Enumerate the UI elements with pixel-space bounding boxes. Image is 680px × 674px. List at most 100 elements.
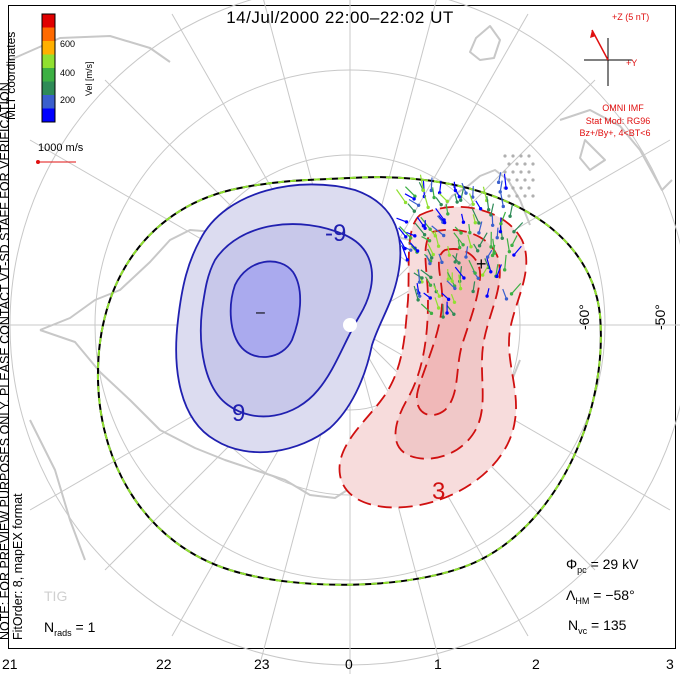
velocity-vector-origin: [408, 236, 413, 240]
velocity-vector-origin: [437, 191, 442, 195]
model-dot: [511, 154, 515, 158]
velocity-vector: [433, 285, 440, 297]
velocity-vector-origin: [507, 249, 512, 254]
velocity-vector-origin: [477, 231, 481, 235]
velocity-vector-origin: [446, 277, 450, 281]
hm-latitude: ΛHM = −58°: [566, 587, 635, 606]
pole-marker: [343, 318, 357, 332]
colorbar-tick-400: 400: [60, 68, 76, 78]
velocity-vector: [490, 203, 495, 215]
velocity-vector-origin: [458, 286, 463, 291]
mlt-tick-1: 1: [434, 656, 442, 672]
velocity-vector-origin: [416, 203, 421, 207]
model-dot: [511, 186, 515, 190]
velocity-vector-origin: [432, 195, 436, 200]
model-dot: [523, 194, 527, 198]
colorbar-swatch: [42, 54, 55, 68]
velocity-vector-origin: [439, 202, 443, 207]
velocity-vector: [511, 235, 518, 246]
velocity-vector-origin: [512, 253, 516, 257]
velocity-vector-origin: [426, 205, 430, 210]
velocity-vector-origin: [452, 312, 456, 316]
velocity-vectors: [396, 172, 524, 319]
velocity-vector-origin: [421, 188, 426, 193]
velocity-vector-origin: [473, 221, 478, 225]
velocity-vector: [398, 227, 407, 238]
velocity-vector: [502, 288, 508, 300]
velocity-vector: [447, 272, 456, 287]
velocity-vector-origin: [471, 202, 475, 206]
mlt-tick-22: 22: [156, 656, 172, 672]
velocity-vector: [431, 225, 445, 236]
mlt-tick-2: 2: [532, 656, 540, 672]
model-dot: [511, 170, 515, 174]
velocity-vector-origin: [500, 236, 504, 240]
velocity-vector: [396, 189, 407, 203]
velocity-vector-origin: [464, 191, 468, 195]
model-dot: [503, 170, 507, 174]
velocity-vector-origin: [461, 243, 465, 247]
velocity-vector: [434, 230, 440, 247]
velocity-vector: [404, 186, 416, 197]
potential-min-marker: –: [256, 304, 265, 321]
colorbar-swatch: [42, 68, 55, 82]
nvc-value: = 135: [591, 617, 627, 633]
velocity-vector-origin: [450, 279, 454, 283]
velocity-vector: [472, 186, 474, 198]
velocity-vector-origin: [429, 256, 434, 260]
velocity-vector-origin: [413, 234, 417, 238]
velocity-vector-origin: [492, 251, 497, 255]
velocity-vector-origin: [420, 276, 424, 280]
velocity-vector: [467, 234, 472, 247]
model-dot: [515, 162, 519, 166]
velocity-vector-origin: [464, 255, 468, 259]
velocity-vector-origin: [445, 311, 449, 315]
velocity-vector-origin: [504, 186, 508, 190]
imf-dial: [584, 29, 632, 86]
velocity-vector: [478, 221, 483, 234]
velocity-vector-origin: [486, 207, 491, 212]
lambda-sub: HM: [575, 595, 590, 606]
velocity-vector-origin: [478, 207, 483, 211]
velocity-vector: [498, 172, 502, 183]
velocity-vector-origin: [404, 220, 409, 224]
velocity-vector-origin: [421, 224, 426, 228]
velocity-vector-origin: [409, 248, 413, 252]
model-dot: [507, 194, 511, 198]
velocity-vector-origin: [462, 276, 466, 280]
velocity-vector: [409, 242, 419, 252]
velocity-vector-origin: [412, 197, 416, 201]
velocity-vector: [496, 264, 502, 277]
model-dot: [531, 194, 535, 198]
velocity-vector: [453, 232, 464, 246]
contour-label-pos: 3: [432, 478, 446, 505]
velocity-vector-origin: [452, 300, 457, 305]
velocity-vector-origin: [480, 273, 485, 277]
velocity-vector-origin: [468, 230, 472, 235]
velocity-vector: [503, 173, 507, 189]
velocity-vector: [416, 216, 424, 227]
imf-y-label: +Y: [626, 58, 638, 68]
mlt-tick-3: 3: [666, 656, 674, 672]
velocity-vector-origin: [404, 235, 408, 239]
velocity-vector-origin: [489, 245, 493, 249]
model-dot: [523, 162, 527, 166]
velocity-vector: [468, 259, 476, 274]
velocity-vector: [424, 195, 429, 208]
model-dot: [519, 154, 523, 158]
velocity-vector: [509, 204, 514, 217]
velocity-vector-origin: [417, 294, 422, 298]
velocity-vector-origin: [489, 270, 493, 274]
velocity-vector-origin: [428, 261, 432, 266]
model-dot: [515, 178, 519, 182]
model-dot: [519, 170, 523, 174]
model-dot: [527, 170, 531, 174]
velocity-vector-origin: [441, 315, 445, 319]
velocity-vector: [435, 208, 445, 221]
velocity-vector-origin: [420, 280, 424, 284]
velocity-vector-origin: [471, 195, 475, 199]
colorbar-swatch: [42, 108, 55, 122]
velocity-vector-origin: [442, 220, 447, 225]
colorbar-swatch: [42, 81, 55, 95]
